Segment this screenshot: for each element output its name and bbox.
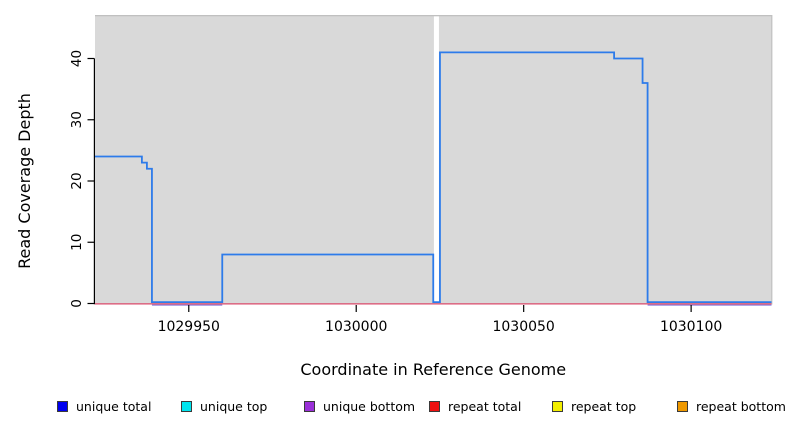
- legend-item-unique-top: unique top: [181, 399, 267, 414]
- y-tick-label: 40: [69, 50, 85, 67]
- x-tick-label: 1030000: [325, 319, 387, 335]
- legend-item-unique-bottom: unique bottom: [304, 399, 415, 414]
- x-tick-label: 1030050: [492, 319, 554, 335]
- y-tick-label: 30: [69, 111, 85, 128]
- legend-swatch-repeat-total: [429, 401, 440, 412]
- legend-label-unique-total: unique total: [76, 399, 152, 414]
- y-tick-label: 20: [69, 172, 85, 189]
- y-tick-label: 0: [69, 299, 85, 308]
- legend-label-repeat-top: repeat top: [571, 399, 637, 414]
- masked-gap-region: [433, 16, 439, 303]
- legend-swatch-unique-bottom: [304, 401, 315, 412]
- legend-swatch-repeat-bottom: [677, 401, 688, 412]
- x-tick-label: 1030100: [660, 319, 722, 335]
- x-tick-label: 1029950: [158, 319, 220, 335]
- x-axis-title: Coordinate in Reference Genome: [300, 360, 566, 379]
- y-tick-label: 10: [69, 234, 85, 251]
- coverage-line-unique-total: [95, 51, 772, 304]
- legend-label-unique-bottom: unique bottom: [323, 399, 416, 414]
- coverage-plot: 0 10 20 30 40 1029950 1030000 1030050 1030100 Coo…: [15, 15, 773, 379]
- legend-item-unique-total: unique total: [57, 399, 151, 414]
- legend-swatch-repeat-top: [552, 401, 563, 412]
- legend-item-repeat-total: repeat total: [429, 399, 521, 414]
- legend-label-repeat-total: repeat total: [448, 399, 522, 414]
- y-axis-title: Read Coverage Depth: [15, 93, 34, 269]
- legend-item-repeat-bottom: repeat bottom: [677, 399, 786, 414]
- legend-swatch-unique-top: [181, 401, 192, 412]
- legend-label-repeat-bottom: repeat bottom: [696, 399, 786, 414]
- legend-swatch-unique-total: [57, 401, 68, 412]
- legend-item-repeat-top: repeat top: [552, 399, 636, 414]
- legend-label-unique-top: unique top: [200, 399, 268, 414]
